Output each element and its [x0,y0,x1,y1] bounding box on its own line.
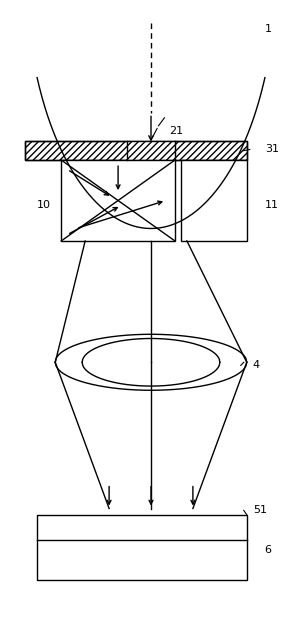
Text: 31: 31 [265,144,279,154]
Bar [127,141,175,160]
Bar [25,141,247,160]
Text: 10: 10 [37,201,51,211]
Text: 1: 1 [265,24,272,34]
Text: 51: 51 [253,506,267,516]
Bar [127,141,175,160]
Text: 4: 4 [253,361,260,371]
Text: 21: 21 [169,126,183,136]
Text: 11: 11 [265,201,279,211]
Bar [37,515,247,580]
Bar [181,160,247,241]
Text: 6: 6 [265,545,272,555]
Bar [25,141,247,160]
Bar [61,160,175,241]
